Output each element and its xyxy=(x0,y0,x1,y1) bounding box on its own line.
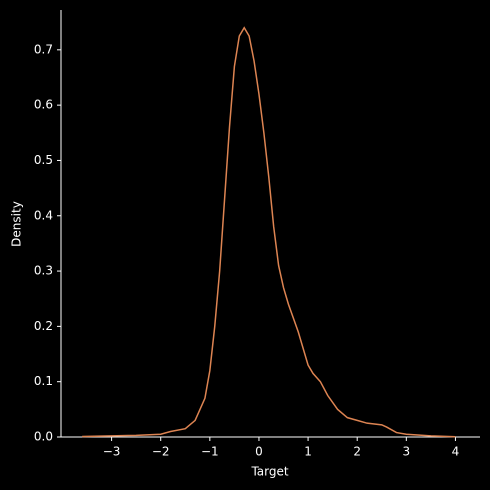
x-tick-label: 3 xyxy=(402,445,410,459)
x-tick-label: 2 xyxy=(353,445,361,459)
y-tick-label: 0.4 xyxy=(34,208,53,222)
x-tick-label: −3 xyxy=(103,445,121,459)
x-tick-label: 0 xyxy=(255,445,263,459)
y-tick-label: 0.0 xyxy=(34,430,53,444)
x-tick-label: 4 xyxy=(452,445,460,459)
x-axis-label: Target xyxy=(250,465,288,479)
y-tick-label: 0.1 xyxy=(34,374,53,388)
x-tick-label: −1 xyxy=(201,445,219,459)
x-tick-label: 1 xyxy=(304,445,312,459)
y-tick-label: 0.3 xyxy=(34,264,53,278)
x-tick-label: −2 xyxy=(152,445,170,459)
y-tick-label: 0.7 xyxy=(34,42,53,56)
density-line xyxy=(82,26,456,438)
y-tick-label: 0.2 xyxy=(34,319,53,333)
y-tick-label: 0.6 xyxy=(34,98,53,112)
y-tick-label: 0.5 xyxy=(34,153,53,167)
y-axis-label: Density xyxy=(10,201,24,247)
